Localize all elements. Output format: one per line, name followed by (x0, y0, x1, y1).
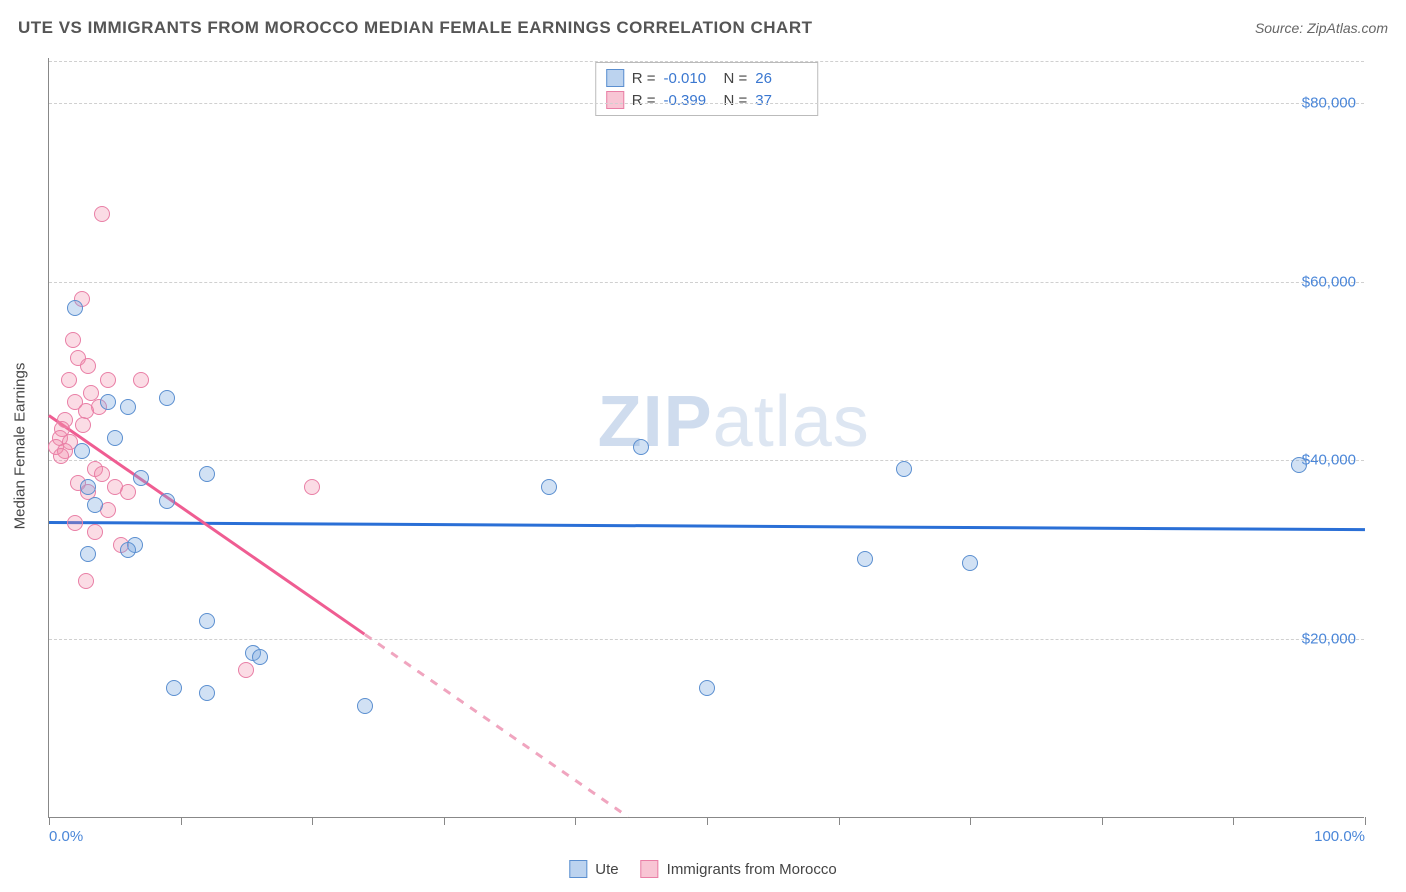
data-point (107, 430, 123, 446)
data-point (1291, 457, 1307, 473)
data-point (159, 390, 175, 406)
x-tick (1365, 817, 1366, 825)
data-point (159, 493, 175, 509)
gridline-h (49, 460, 1364, 461)
n-label: N = (724, 92, 748, 109)
legend-row-morocco: R = -0.399 N = 37 (606, 89, 808, 111)
data-point (120, 399, 136, 415)
y-tick-label: $20,000 (1302, 631, 1356, 648)
swatch-morocco (606, 91, 624, 109)
data-point (74, 443, 90, 459)
swatch-ute (569, 860, 587, 878)
legend-label-morocco: Immigrants from Morocco (667, 861, 837, 878)
x-tick-label: 100.0% (1314, 828, 1365, 845)
data-point (67, 515, 83, 531)
data-point (541, 479, 557, 495)
data-point (857, 551, 873, 567)
y-tick-label: $60,000 (1302, 273, 1356, 290)
morocco-n-value: 37 (755, 92, 807, 109)
x-tick (312, 817, 313, 825)
y-tick-label: $80,000 (1302, 94, 1356, 111)
watermark-rest: atlas (713, 382, 870, 462)
gridline-h (49, 282, 1364, 283)
data-point (199, 685, 215, 701)
morocco-r-value: -0.399 (664, 92, 716, 109)
data-point (238, 662, 254, 678)
plot-area: ZIPatlas R = -0.010 N = 26 R = -0.399 N … (48, 58, 1364, 818)
data-point (166, 680, 182, 696)
swatch-ute (606, 69, 624, 87)
swatch-morocco (641, 860, 659, 878)
x-tick (707, 817, 708, 825)
data-point (633, 439, 649, 455)
chart-header: UTE VS IMMIGRANTS FROM MOROCCO MEDIAN FE… (18, 18, 1388, 38)
ute-r-value: -0.010 (664, 70, 716, 87)
data-point (252, 649, 268, 665)
source-prefix: Source: (1255, 20, 1307, 36)
data-point (75, 417, 91, 433)
gridline-h (49, 103, 1364, 104)
data-point (94, 206, 110, 222)
data-point (61, 372, 77, 388)
data-point (94, 466, 110, 482)
data-point (65, 332, 81, 348)
legend-item-ute: Ute (569, 860, 618, 878)
source-name: ZipAtlas.com (1307, 20, 1388, 36)
r-label: R = (632, 70, 656, 87)
data-point (133, 372, 149, 388)
gridline-h (49, 61, 1364, 62)
legend-item-morocco: Immigrants from Morocco (641, 860, 837, 878)
x-tick (1233, 817, 1234, 825)
trend-line (364, 633, 629, 817)
x-tick (49, 817, 50, 825)
x-tick (970, 817, 971, 825)
legend-label-ute: Ute (595, 861, 618, 878)
data-point (896, 461, 912, 477)
legend-row-ute: R = -0.010 N = 26 (606, 67, 808, 89)
chart-title: UTE VS IMMIGRANTS FROM MOROCCO MEDIAN FE… (18, 18, 813, 38)
x-tick (444, 817, 445, 825)
correlation-legend: R = -0.010 N = 26 R = -0.399 N = 37 (595, 62, 819, 116)
data-point (199, 613, 215, 629)
ute-n-value: 26 (755, 70, 807, 87)
data-point (80, 479, 96, 495)
data-point (699, 680, 715, 696)
data-point (100, 372, 116, 388)
data-point (962, 555, 978, 571)
x-tick-label: 0.0% (49, 828, 83, 845)
series-legend: Ute Immigrants from Morocco (569, 860, 836, 878)
data-point (87, 497, 103, 513)
y-tick-label: $40,000 (1302, 452, 1356, 469)
x-tick (181, 817, 182, 825)
data-point (78, 573, 94, 589)
gridline-h (49, 639, 1364, 640)
x-tick (839, 817, 840, 825)
data-point (87, 524, 103, 540)
data-point (100, 394, 116, 410)
x-tick (1102, 817, 1103, 825)
y-axis-label: Median Female Earnings (12, 363, 29, 530)
data-point (80, 358, 96, 374)
data-point (80, 546, 96, 562)
data-point (120, 484, 136, 500)
watermark-bold: ZIP (598, 382, 713, 462)
n-label: N = (724, 70, 748, 87)
data-point (120, 542, 136, 558)
data-point (53, 448, 69, 464)
source-attribution: Source: ZipAtlas.com (1255, 20, 1388, 36)
trend-line (49, 521, 1365, 531)
x-tick (575, 817, 576, 825)
data-point (133, 470, 149, 486)
data-point (199, 466, 215, 482)
data-point (67, 300, 83, 316)
data-point (304, 479, 320, 495)
data-point (357, 698, 373, 714)
r-label: R = (632, 92, 656, 109)
